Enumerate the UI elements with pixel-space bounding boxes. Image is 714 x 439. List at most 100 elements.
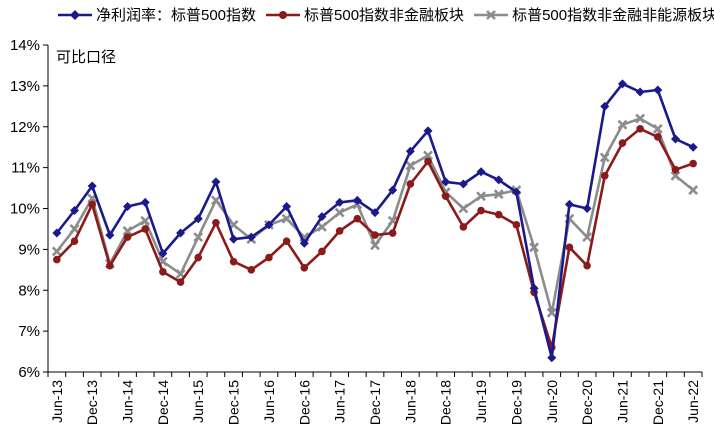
data-point-x bbox=[546, 307, 557, 318]
data-point-diamond bbox=[476, 167, 486, 177]
data-point-diamond bbox=[388, 185, 398, 195]
data-point-diamond bbox=[617, 79, 627, 89]
data-point-diamond bbox=[582, 204, 592, 213]
data-point-diamond bbox=[158, 248, 168, 258]
data-point-circle bbox=[618, 139, 627, 147]
data-point-diamond bbox=[193, 214, 203, 224]
data-point-x-stroke bbox=[175, 268, 186, 279]
data-point-diamond bbox=[105, 230, 115, 240]
data-point-x-stroke bbox=[670, 170, 681, 181]
data-point-diamond bbox=[441, 177, 451, 187]
data-point-circle bbox=[282, 237, 291, 245]
y-tick-label: 10% bbox=[10, 201, 40, 218]
data-point-circle bbox=[441, 192, 450, 201]
data-point-circle bbox=[212, 219, 220, 227]
data-point-diamond bbox=[299, 238, 309, 248]
data-point-x bbox=[281, 213, 292, 224]
data-point-x-stroke bbox=[652, 123, 663, 134]
data-point-circle bbox=[53, 255, 61, 264]
y-tick-label: 6% bbox=[18, 364, 40, 381]
data-point-x-stroke bbox=[370, 240, 380, 251]
data-point-diamond bbox=[335, 197, 345, 207]
data-point-circle bbox=[88, 200, 96, 209]
x-tick-label: Jun-13 bbox=[49, 380, 65, 423]
data-point-x-stroke bbox=[458, 203, 469, 214]
data-point-circle bbox=[689, 159, 697, 168]
data-point-x-stroke bbox=[140, 215, 151, 226]
data-point-x bbox=[51, 246, 62, 257]
data-point-circle bbox=[159, 268, 167, 276]
data-point-x bbox=[493, 189, 504, 200]
x-tick-label: Jun-20 bbox=[544, 380, 560, 423]
x-tick-label: Dec-15 bbox=[226, 380, 242, 425]
data-point-circle bbox=[194, 253, 203, 262]
data-point-x bbox=[370, 240, 380, 251]
data-point-circle bbox=[494, 210, 503, 219]
data-point-x bbox=[582, 232, 593, 243]
data-point-diamond bbox=[70, 206, 80, 216]
data-point-x-stroke bbox=[582, 232, 593, 243]
data-point-x-stroke bbox=[599, 152, 610, 163]
data-point-x bbox=[334, 207, 345, 218]
data-point-diamond bbox=[229, 234, 239, 244]
data-point-diamond bbox=[511, 187, 521, 197]
x-tick-label: Jun-19 bbox=[473, 380, 489, 423]
data-point-x bbox=[210, 195, 221, 206]
x-tick-label: Dec-13 bbox=[84, 380, 100, 425]
data-point-circle bbox=[600, 172, 609, 180]
data-point-circle bbox=[424, 157, 432, 166]
data-point-diamond bbox=[140, 197, 150, 207]
data-point-diamond bbox=[564, 199, 574, 209]
data-point-x-stroke bbox=[688, 185, 699, 196]
legend-swatch-sp500 bbox=[58, 9, 92, 20]
data-point-circle bbox=[141, 225, 150, 233]
data-point-diamond bbox=[87, 181, 97, 191]
y-tick-label: 14% bbox=[10, 37, 40, 54]
data-point-x-stroke bbox=[493, 189, 504, 200]
data-point-x bbox=[476, 191, 486, 202]
x-tick-label: Jun-15 bbox=[190, 380, 206, 423]
data-point-x bbox=[652, 123, 663, 134]
data-point-x-stroke bbox=[635, 113, 646, 124]
x-tick-label: Jun-21 bbox=[614, 380, 630, 423]
data-point-x-stroke bbox=[317, 221, 327, 232]
data-point-circle bbox=[388, 229, 397, 237]
y-tick-label: 9% bbox=[18, 241, 40, 258]
data-point-x bbox=[140, 215, 151, 226]
data-point-x bbox=[599, 152, 610, 163]
x-tick-label: Jun-17 bbox=[332, 380, 348, 423]
data-point-diamond bbox=[52, 228, 62, 238]
data-point-diamond bbox=[670, 134, 680, 144]
data-point-circle bbox=[229, 257, 238, 266]
data-point-circle bbox=[353, 214, 362, 223]
legend-swatch-non-financial bbox=[266, 10, 301, 19]
data-point-x-stroke bbox=[617, 119, 628, 130]
data-point-x-stroke bbox=[529, 242, 540, 253]
data-point-diamond bbox=[370, 208, 380, 218]
data-point-diamond bbox=[282, 201, 292, 211]
data-point-x-stroke bbox=[476, 191, 486, 202]
x-tick-label: Dec-17 bbox=[367, 380, 383, 425]
data-point-x bbox=[193, 232, 204, 243]
data-point-x bbox=[405, 160, 416, 171]
x-tick-label: Jun-16 bbox=[261, 380, 277, 423]
data-point-diamond bbox=[635, 87, 645, 97]
data-point-diamond bbox=[405, 146, 415, 156]
y-tick-label: 7% bbox=[18, 323, 40, 340]
y-tick-label: 13% bbox=[10, 78, 40, 95]
data-point-x bbox=[317, 221, 327, 232]
data-point-x bbox=[670, 170, 681, 181]
data-point-x-stroke bbox=[122, 226, 133, 236]
data-point-circle bbox=[300, 263, 309, 272]
data-point-circle bbox=[512, 221, 521, 229]
data-point-circle bbox=[106, 261, 114, 270]
data-point-x-stroke bbox=[334, 207, 345, 218]
data-point-circle bbox=[654, 133, 662, 141]
data-point-x-stroke bbox=[281, 213, 292, 224]
data-point-circle bbox=[459, 223, 468, 231]
data-point-diamond bbox=[600, 101, 610, 111]
data-point-circle bbox=[371, 231, 379, 239]
data-point-diamond bbox=[352, 195, 362, 205]
legend-label-non-financial: 标普500指数非金融板块 bbox=[304, 7, 465, 24]
